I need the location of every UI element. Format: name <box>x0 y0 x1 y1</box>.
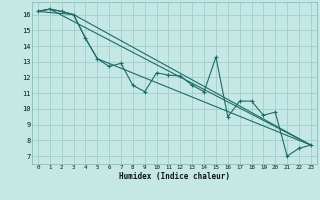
X-axis label: Humidex (Indice chaleur): Humidex (Indice chaleur) <box>119 172 230 181</box>
